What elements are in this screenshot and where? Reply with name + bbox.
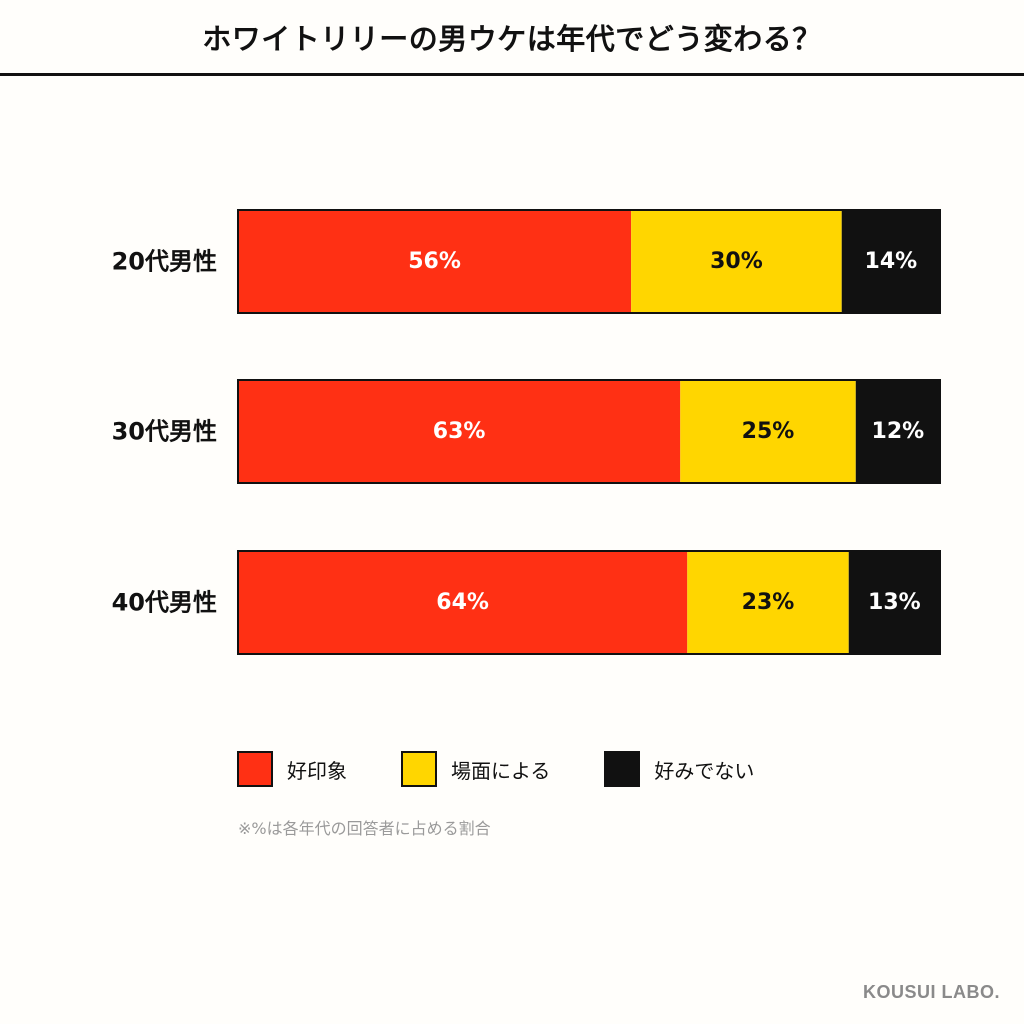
category-label: 30代男性 — [112, 418, 217, 446]
legend-swatch-not-preferred — [604, 751, 641, 787]
bar-outline — [237, 209, 941, 314]
footnote: ※%は各年代の回答者に占める割合 — [238, 819, 491, 838]
legend: 好印象 場面による 好みでない — [237, 749, 808, 789]
legend-swatch-depends — [401, 751, 437, 787]
data-label-depends: 30% — [710, 249, 763, 274]
category-label: 20代男性 — [112, 248, 217, 276]
chart-title: ホワイトリリーの男ウケは年代でどう変わる？ — [202, 21, 822, 56]
legend-item-favorable: 好印象 — [237, 751, 347, 787]
data-label-not-preferred: 14% — [865, 249, 918, 274]
bar-segment-depends — [631, 210, 842, 313]
legend-label-favorable: 好印象 — [287, 758, 347, 783]
bar-segment-not-preferred — [848, 551, 940, 654]
legend-label-depends: 場面による — [451, 758, 551, 783]
bar-segment-not-preferred — [841, 210, 940, 313]
brand-logo-text: KOUSUI LABO. — [862, 982, 1000, 1002]
bar-segment-not-preferred — [855, 380, 940, 483]
data-label-favorable: 64% — [436, 590, 489, 615]
bar-outline — [237, 379, 941, 484]
legend-item-depends: 場面による — [401, 751, 550, 787]
legend-item-not-preferred: 好みでない — [604, 751, 754, 787]
data-label-depends: 23% — [742, 590, 795, 615]
legend-swatch-favorable — [237, 751, 273, 787]
bar-segment-depends — [687, 551, 849, 654]
category-label: 40代男性 — [112, 589, 217, 617]
data-label-depends: 25% — [742, 419, 795, 444]
bar-segment-favorable — [238, 380, 681, 483]
data-label-favorable: 56% — [408, 249, 461, 274]
title-bar: ホワイトリリーの男ウケは年代でどう変わる？ — [0, 0, 1024, 76]
bar-outline — [237, 550, 941, 655]
bar-segment-favorable — [238, 210, 632, 313]
data-label-not-preferred: 13% — [868, 590, 921, 615]
data-label-not-preferred: 12% — [872, 419, 925, 444]
stacked-bar-chart: 20代男性 56% 30% 14% 30代男性 63% 25% 12% 40代男性 64% 23% 1… — [112, 209, 941, 655]
bar-segment-favorable — [238, 551, 688, 654]
bar-segment-depends — [680, 380, 856, 483]
legend-label-not-preferred: 好みでない — [654, 758, 755, 783]
data-label-favorable: 63% — [433, 419, 486, 444]
